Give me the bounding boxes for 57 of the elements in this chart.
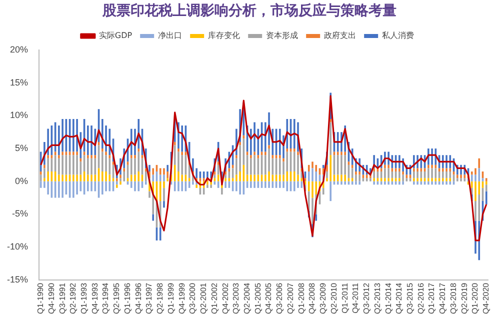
legend-label: 库存变化 xyxy=(208,31,240,40)
legend-label: 资本形成 xyxy=(266,31,298,40)
x-tick-label: Q1-1996 xyxy=(122,282,132,314)
y-tick-label: -5% xyxy=(12,208,28,219)
y-tick-label: -10% xyxy=(6,242,28,252)
y-tick-label: 20% xyxy=(10,44,28,54)
x-tick-label: Q4-2005 xyxy=(264,282,274,314)
x-tick-label: Q4-2008 xyxy=(308,282,317,314)
x-tick-label: Q1-1999 xyxy=(166,282,176,314)
x-tick-label: Q1-2005 xyxy=(253,282,262,314)
chart-title: 股票印花税上调影响分析，市场反应与策略考量 xyxy=(101,2,398,21)
x-tick-label: Q2-2010 xyxy=(329,282,338,314)
x-tick-label: Q2-2004 xyxy=(242,282,252,314)
x-tick-label: Q4-2002 xyxy=(220,282,230,314)
x-tick-label: Q1-2008 xyxy=(296,282,306,314)
x-tick-label: Q2-2001 xyxy=(199,282,208,314)
y-tick-label: 15% xyxy=(10,77,28,88)
x-tick-label: Q1-2014 xyxy=(384,282,393,314)
legend-label: 私人消费 xyxy=(382,31,414,40)
x-tick-label: Q4-1993 xyxy=(90,282,100,314)
x-tick-label: Q4-1999 xyxy=(177,282,186,314)
x-tick-label: Q3-2000 xyxy=(188,282,198,314)
x-tick-label: Q2-2013 xyxy=(372,282,382,314)
x-tick-label: Q4-2011 xyxy=(351,282,360,314)
x-tick-label: Q3-2012 xyxy=(362,282,372,314)
legend-label: 政府支出 xyxy=(324,31,356,40)
x-tick-label: Q2-2007 xyxy=(286,282,295,314)
y-tick-label: 10% xyxy=(10,110,28,120)
x-tick-label: Q1-1990 xyxy=(36,282,46,314)
y-tick-label: -15% xyxy=(6,274,28,284)
x-tick-label: Q2-2016 xyxy=(416,282,426,314)
x-tick-label: Q4-2020 xyxy=(482,282,491,314)
x-tick-label: Q2-1992 xyxy=(68,282,78,314)
x-tick-label: Q2-2019 xyxy=(460,282,469,314)
legend-label: 净出口 xyxy=(158,31,182,40)
y-tick-label: 0% xyxy=(14,176,28,186)
legend-label: 实际GDP xyxy=(98,31,132,40)
y-tick-label: 5% xyxy=(14,143,28,153)
x-tick-label: Q3-2015 xyxy=(406,282,414,314)
x-tick-label: Q3-1994 xyxy=(101,282,110,314)
x-tick-label: Q3-1997 xyxy=(144,282,154,314)
x-tick-label: Q1-2017 xyxy=(427,282,436,314)
x-tick-label: Q1-2002 xyxy=(210,282,219,314)
x-tick-label: Q3-2009 xyxy=(318,282,328,314)
x-tick-label: Q3-2006 xyxy=(275,282,284,314)
x-tick-label: Q1-1993 xyxy=(79,282,88,314)
x-tick-label: Q2-1995 xyxy=(112,282,122,314)
x-tick-label: Q1-2011 xyxy=(340,282,350,314)
x-tick-label: Q3-2018 xyxy=(448,282,458,314)
x-tick-label: Q3-1991 xyxy=(58,282,67,314)
x-tick-label: Q2-1998 xyxy=(156,282,165,314)
x-tick-label: Q3-2003 xyxy=(232,282,241,314)
x-tick-label: Q4-2017 xyxy=(438,282,448,314)
x-tick-label: Q1-2020 xyxy=(470,282,480,314)
x-tick-label: Q4-1996 xyxy=(134,282,143,314)
x-tick-label: Q4-1990 xyxy=(46,282,56,314)
x-tick-label: Q4-2014 xyxy=(394,282,404,314)
